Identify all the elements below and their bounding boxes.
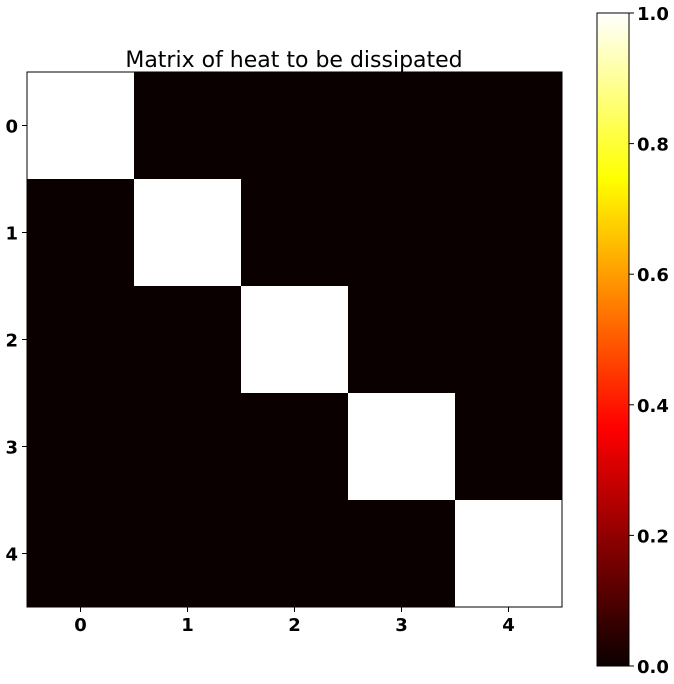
heatmap-cell xyxy=(455,286,563,394)
heatmap-cell xyxy=(348,500,456,608)
x-axis: 0 1 2 3 4 xyxy=(74,607,515,636)
colorbar-axis: 0.0 0.2 0.4 0.6 0.8 1.0 xyxy=(629,4,669,678)
heatmap-cell xyxy=(455,72,563,180)
heatmap-cell xyxy=(27,72,135,180)
heatmap-cell xyxy=(348,393,456,501)
heatmap-cell xyxy=(348,286,456,394)
heatmap-cell xyxy=(455,393,563,501)
chart-title: Matrix of heat to be dissipated xyxy=(125,48,462,73)
heatmap-cell xyxy=(27,179,135,287)
heatmap-cell xyxy=(455,179,563,287)
heatmap-cell xyxy=(348,72,456,180)
x-tick-label: 3 xyxy=(395,615,408,636)
heatmap-cell xyxy=(134,72,242,180)
x-tick-label: 2 xyxy=(288,615,301,636)
heatmap-cell xyxy=(134,500,242,608)
y-tick-label: 2 xyxy=(5,331,18,352)
heatmap-cell xyxy=(348,179,456,287)
heatmap-cell xyxy=(134,286,242,394)
colorbar xyxy=(596,12,630,667)
heatmap-cell xyxy=(27,286,135,394)
y-tick-label: 4 xyxy=(5,545,18,566)
heatmap-cell xyxy=(455,500,563,608)
x-tick-label: 0 xyxy=(74,615,87,636)
heatmap-cell xyxy=(134,393,242,501)
y-tick-label: 3 xyxy=(5,438,18,459)
y-tick-label: 0 xyxy=(5,117,18,138)
colorbar-tick-label: 0.2 xyxy=(637,526,669,547)
heatmap-cell xyxy=(241,393,349,501)
colorbar-tick-label: 0.8 xyxy=(637,135,669,156)
x-tick-label: 4 xyxy=(502,615,515,636)
heatmap-cell xyxy=(241,179,349,287)
colorbar-tick-label: 0.0 xyxy=(637,657,669,678)
colorbar-tick-label: 1.0 xyxy=(637,4,669,25)
heatmap-cell xyxy=(134,179,242,287)
heatmap-cell xyxy=(27,500,135,608)
heatmap-cells xyxy=(27,72,563,608)
colorbar-tick-label: 0.4 xyxy=(637,396,669,417)
heatmap-cell xyxy=(241,500,349,608)
heatmap-cell xyxy=(241,286,349,394)
heatmap-cell xyxy=(241,72,349,180)
heatmap-cell xyxy=(27,393,135,501)
colorbar-tick-label: 0.6 xyxy=(637,265,669,286)
x-tick-label: 1 xyxy=(181,615,194,636)
y-axis: 0 1 2 3 4 xyxy=(5,117,27,566)
y-tick-label: 1 xyxy=(5,224,18,245)
